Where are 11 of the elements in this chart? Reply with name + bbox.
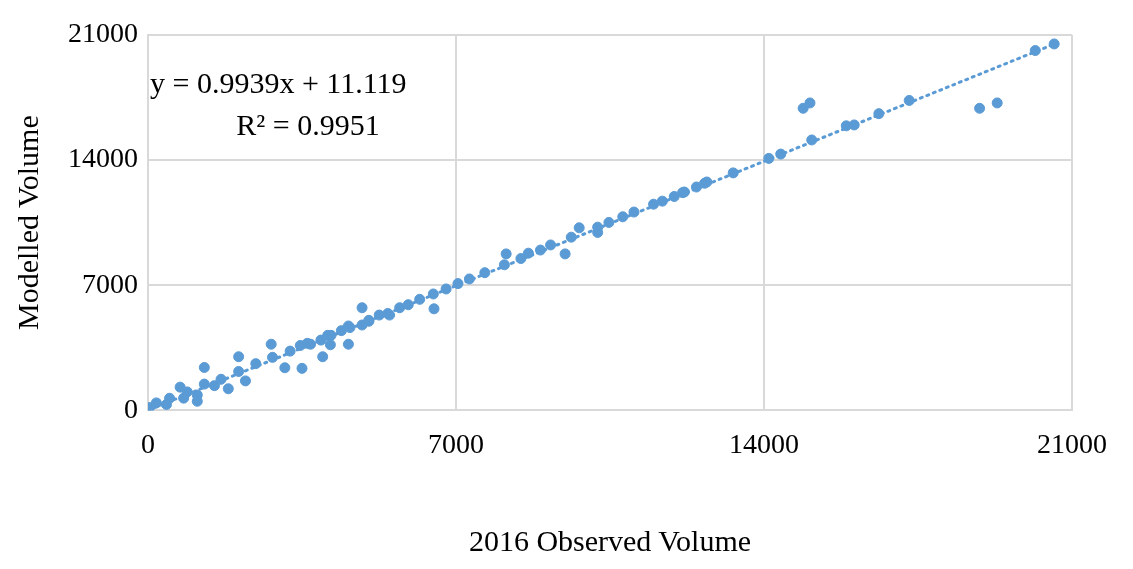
y-tick-label: 7000 [82, 267, 138, 299]
annotation: R² = 0.9951 [236, 107, 380, 141]
y-tick-label: 0 [124, 392, 138, 424]
x-tick-label: 21000 [1037, 427, 1107, 459]
x-tick-label: 14000 [729, 427, 799, 459]
y-tick-label: 21000 [68, 17, 138, 49]
x-tick-label: 7000 [428, 427, 484, 459]
y-tick-label: 14000 [68, 142, 138, 174]
annotation: y = 0.9939x + 11.119 [150, 65, 407, 99]
y-axis-title: Modelled Volume [10, 115, 44, 330]
x-axis-title: 2016 Observed Volume [468, 523, 752, 557]
